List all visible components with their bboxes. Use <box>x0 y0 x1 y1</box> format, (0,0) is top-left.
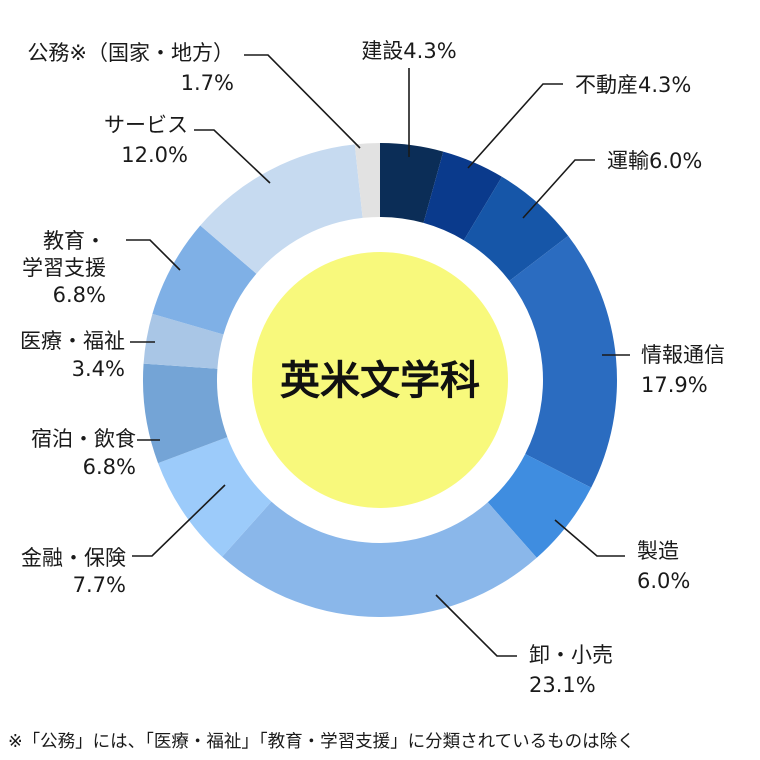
slice-label-3: 運輸6.0% <box>607 149 702 173</box>
leader-line-2 <box>467 83 563 169</box>
center-title: 英米文学科 <box>280 358 480 404</box>
slice-name-label-6: 卸・小売 <box>529 643 613 667</box>
leader-line-10 <box>126 239 181 271</box>
footnote: ※「公務」には、「医療・福祉」「教育・学習支援」に分類されているものは除く <box>8 732 635 752</box>
slice-name-label-11: サービス <box>104 113 188 137</box>
donut-slice-2 <box>423 151 502 241</box>
donut-slice-1 <box>380 143 444 223</box>
slice-name-label-8: 宿泊・飲食 <box>31 427 136 451</box>
slice-label-1: 建設4.3% <box>361 39 456 63</box>
slice-name-label-5: 製造 <box>637 539 679 563</box>
donut-slice-8 <box>143 363 228 464</box>
slice-value-label-12: 1.7% <box>181 71 234 95</box>
donut-slice-10 <box>152 225 257 335</box>
leader-line-3 <box>522 159 595 219</box>
slice-name-label-10: 学習支援 <box>22 256 106 280</box>
slice-name-label-12: 公務※（国家・地方） <box>27 41 234 65</box>
donut-slice-5 <box>487 454 592 558</box>
slice-name-label-9: 医療・福祉 <box>20 329 125 353</box>
slice-name-label-7: 金融・保険 <box>21 546 126 570</box>
slice-value-label-8: 6.8% <box>83 455 136 479</box>
slice-value-label-10: 6.8% <box>53 283 106 307</box>
center-circle <box>252 252 508 508</box>
donut-slice-12 <box>354 143 380 218</box>
slice-name-label-4: 情報通信 <box>641 343 725 367</box>
donut-slice-7 <box>158 437 272 557</box>
slice-value-label-6: 23.1% <box>529 673 596 697</box>
slice-name-label-10: 教育・ <box>43 229 106 253</box>
donut-slice-6 <box>222 501 537 617</box>
leader-line-5 <box>554 519 625 557</box>
donut-slice-4 <box>509 235 617 488</box>
donut-slice-9 <box>143 313 224 369</box>
slice-value-label-5: 6.0% <box>637 569 690 593</box>
slice-value-label-9: 3.4% <box>72 357 125 381</box>
leader-line-7 <box>132 484 226 557</box>
slice-value-label-4: 17.9% <box>641 373 708 397</box>
leader-line-12 <box>244 54 361 149</box>
slice-value-label-7: 7.7% <box>73 573 126 597</box>
donut-slice-3 <box>463 176 569 281</box>
donut-slice-11 <box>200 144 363 274</box>
slice-value-label-11: 12.0% <box>121 143 188 167</box>
slice-label-2: 不動産4.3% <box>575 73 691 97</box>
leader-line-6 <box>435 594 517 657</box>
leader-line-11 <box>194 129 271 184</box>
